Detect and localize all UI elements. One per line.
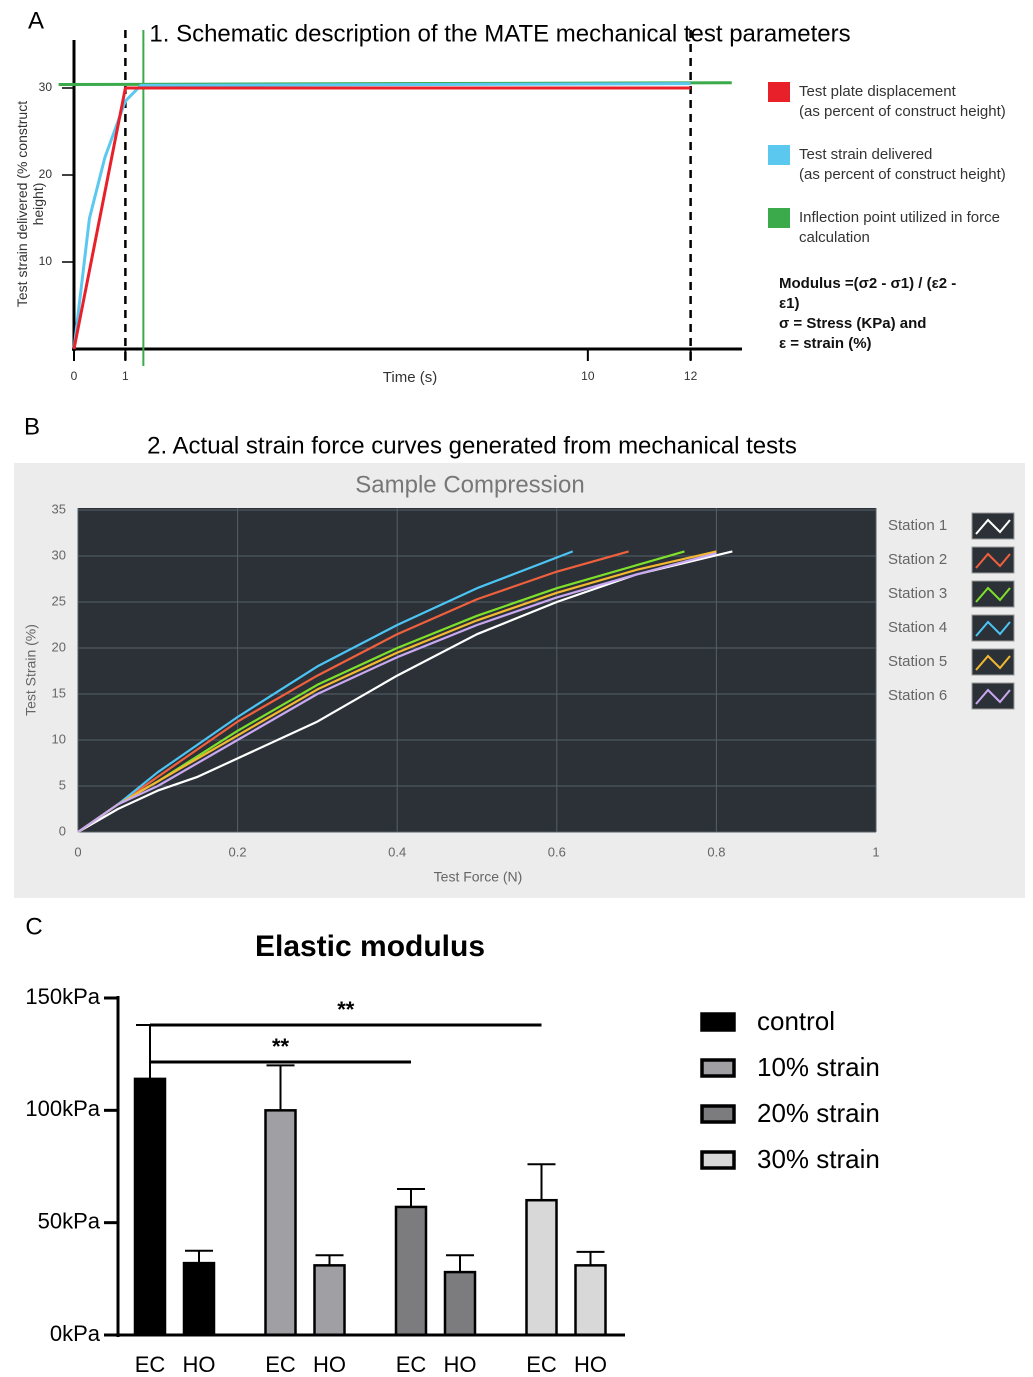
legend-label: Test strain delivered (as percent of con… <box>799 145 1006 185</box>
y-tick-label: 150kPa <box>25 984 100 1009</box>
x-tick-label: 10 <box>581 369 595 383</box>
legend-swatch <box>768 208 790 228</box>
legend-swatch <box>768 145 790 165</box>
bar <box>445 1272 475 1335</box>
bar <box>396 1207 426 1335</box>
x-tick-label: 12 <box>684 369 698 383</box>
x-tick-label: HO <box>574 1352 607 1377</box>
bar <box>135 1079 165 1335</box>
x-tick-label: 0 <box>71 369 78 383</box>
y-tick-label: 20 <box>52 639 66 654</box>
bar <box>266 1110 296 1335</box>
x-tick-label: 1 <box>872 844 879 859</box>
x-tick-label: 1 <box>122 369 129 383</box>
significance-label: ** <box>337 997 355 1022</box>
legend-label: 10% strain <box>757 1052 880 1082</box>
y-tick-label: 10 <box>52 731 66 746</box>
panel-letter: C <box>25 913 42 940</box>
legend-label: Inflection point utilized in force calcu… <box>799 208 1000 248</box>
bar <box>527 1200 557 1335</box>
x-tick-label: EC <box>265 1352 296 1377</box>
x-axis-label: Time (s) <box>383 369 437 386</box>
panel-letter: A <box>28 7 44 34</box>
annotation: Modulus =(σ2 - σ1) / (ε2 - ε1) σ = Stres… <box>779 274 1009 354</box>
legend-label: control <box>757 1006 835 1036</box>
chart-subtitle: Sample Compression <box>355 471 584 498</box>
y-tick-label: 30 <box>52 547 66 562</box>
significance-label: ** <box>272 1034 290 1059</box>
chart-title: 2. Actual strain force curves generated … <box>147 432 797 459</box>
x-tick-label: 0.4 <box>388 844 406 859</box>
x-tick-label: 0 <box>74 844 81 859</box>
x-tick-label: 0.6 <box>548 844 566 859</box>
bar <box>184 1263 214 1335</box>
plot-area <box>78 508 876 832</box>
legend-label: Station 4 <box>888 619 947 636</box>
legend-swatch <box>702 1060 734 1076</box>
legend-swatch <box>702 1106 734 1122</box>
y-tick-label: 100kPa <box>25 1096 100 1121</box>
legend-label: Station 6 <box>888 687 947 704</box>
x-tick-label: EC <box>526 1352 557 1377</box>
y-tick-label: 0 <box>59 823 66 838</box>
panel-letter: B <box>24 413 40 440</box>
y-tick-label: 5 <box>59 777 66 792</box>
legend-swatch <box>768 82 790 102</box>
chart-title: 1. Schematic description of the MATE mec… <box>149 20 850 47</box>
x-tick-label: EC <box>135 1352 166 1377</box>
x-tick-label: EC <box>396 1352 427 1377</box>
x-tick-label: HO <box>444 1352 477 1377</box>
data-line <box>74 84 691 349</box>
legend-swatch <box>702 1014 734 1030</box>
legend-label: Station 1 <box>888 517 947 534</box>
y-tick-label: 15 <box>52 685 66 700</box>
y-tick-label: 25 <box>52 593 66 608</box>
y-axis-label: Test Strain (%) <box>23 624 39 716</box>
chart-title: Elastic modulus <box>255 930 485 963</box>
y-tick-label: 35 <box>52 501 66 516</box>
x-tick-label: 0.8 <box>707 844 725 859</box>
x-axis-label: Test Force (N) <box>434 869 523 885</box>
legend-label: 20% strain <box>757 1098 880 1128</box>
figure-canvas: A 1. Schematic description of the MATE m… <box>0 0 1033 1377</box>
y-axis-label: Test strain delivered (% construct heigh… <box>14 64 46 344</box>
x-tick-label: HO <box>313 1352 346 1377</box>
x-tick-label: 0.2 <box>229 844 247 859</box>
data-line <box>74 88 691 349</box>
legend-swatch <box>702 1152 734 1168</box>
legend-label: Station 2 <box>888 551 947 568</box>
bar <box>576 1265 606 1335</box>
legend-label: Station 3 <box>888 585 947 602</box>
y-tick-label: 50kPa <box>38 1208 101 1233</box>
figure: A 1. Schematic description of the MATE m… <box>0 0 1033 1377</box>
x-tick-label: HO <box>183 1352 216 1377</box>
legend-label: Test plate displacement (as percent of c… <box>799 82 1006 122</box>
legend-label: 30% strain <box>757 1144 880 1174</box>
y-tick-label: 0kPa <box>50 1321 101 1346</box>
legend-label: Station 5 <box>888 653 947 670</box>
bar <box>315 1265 345 1335</box>
